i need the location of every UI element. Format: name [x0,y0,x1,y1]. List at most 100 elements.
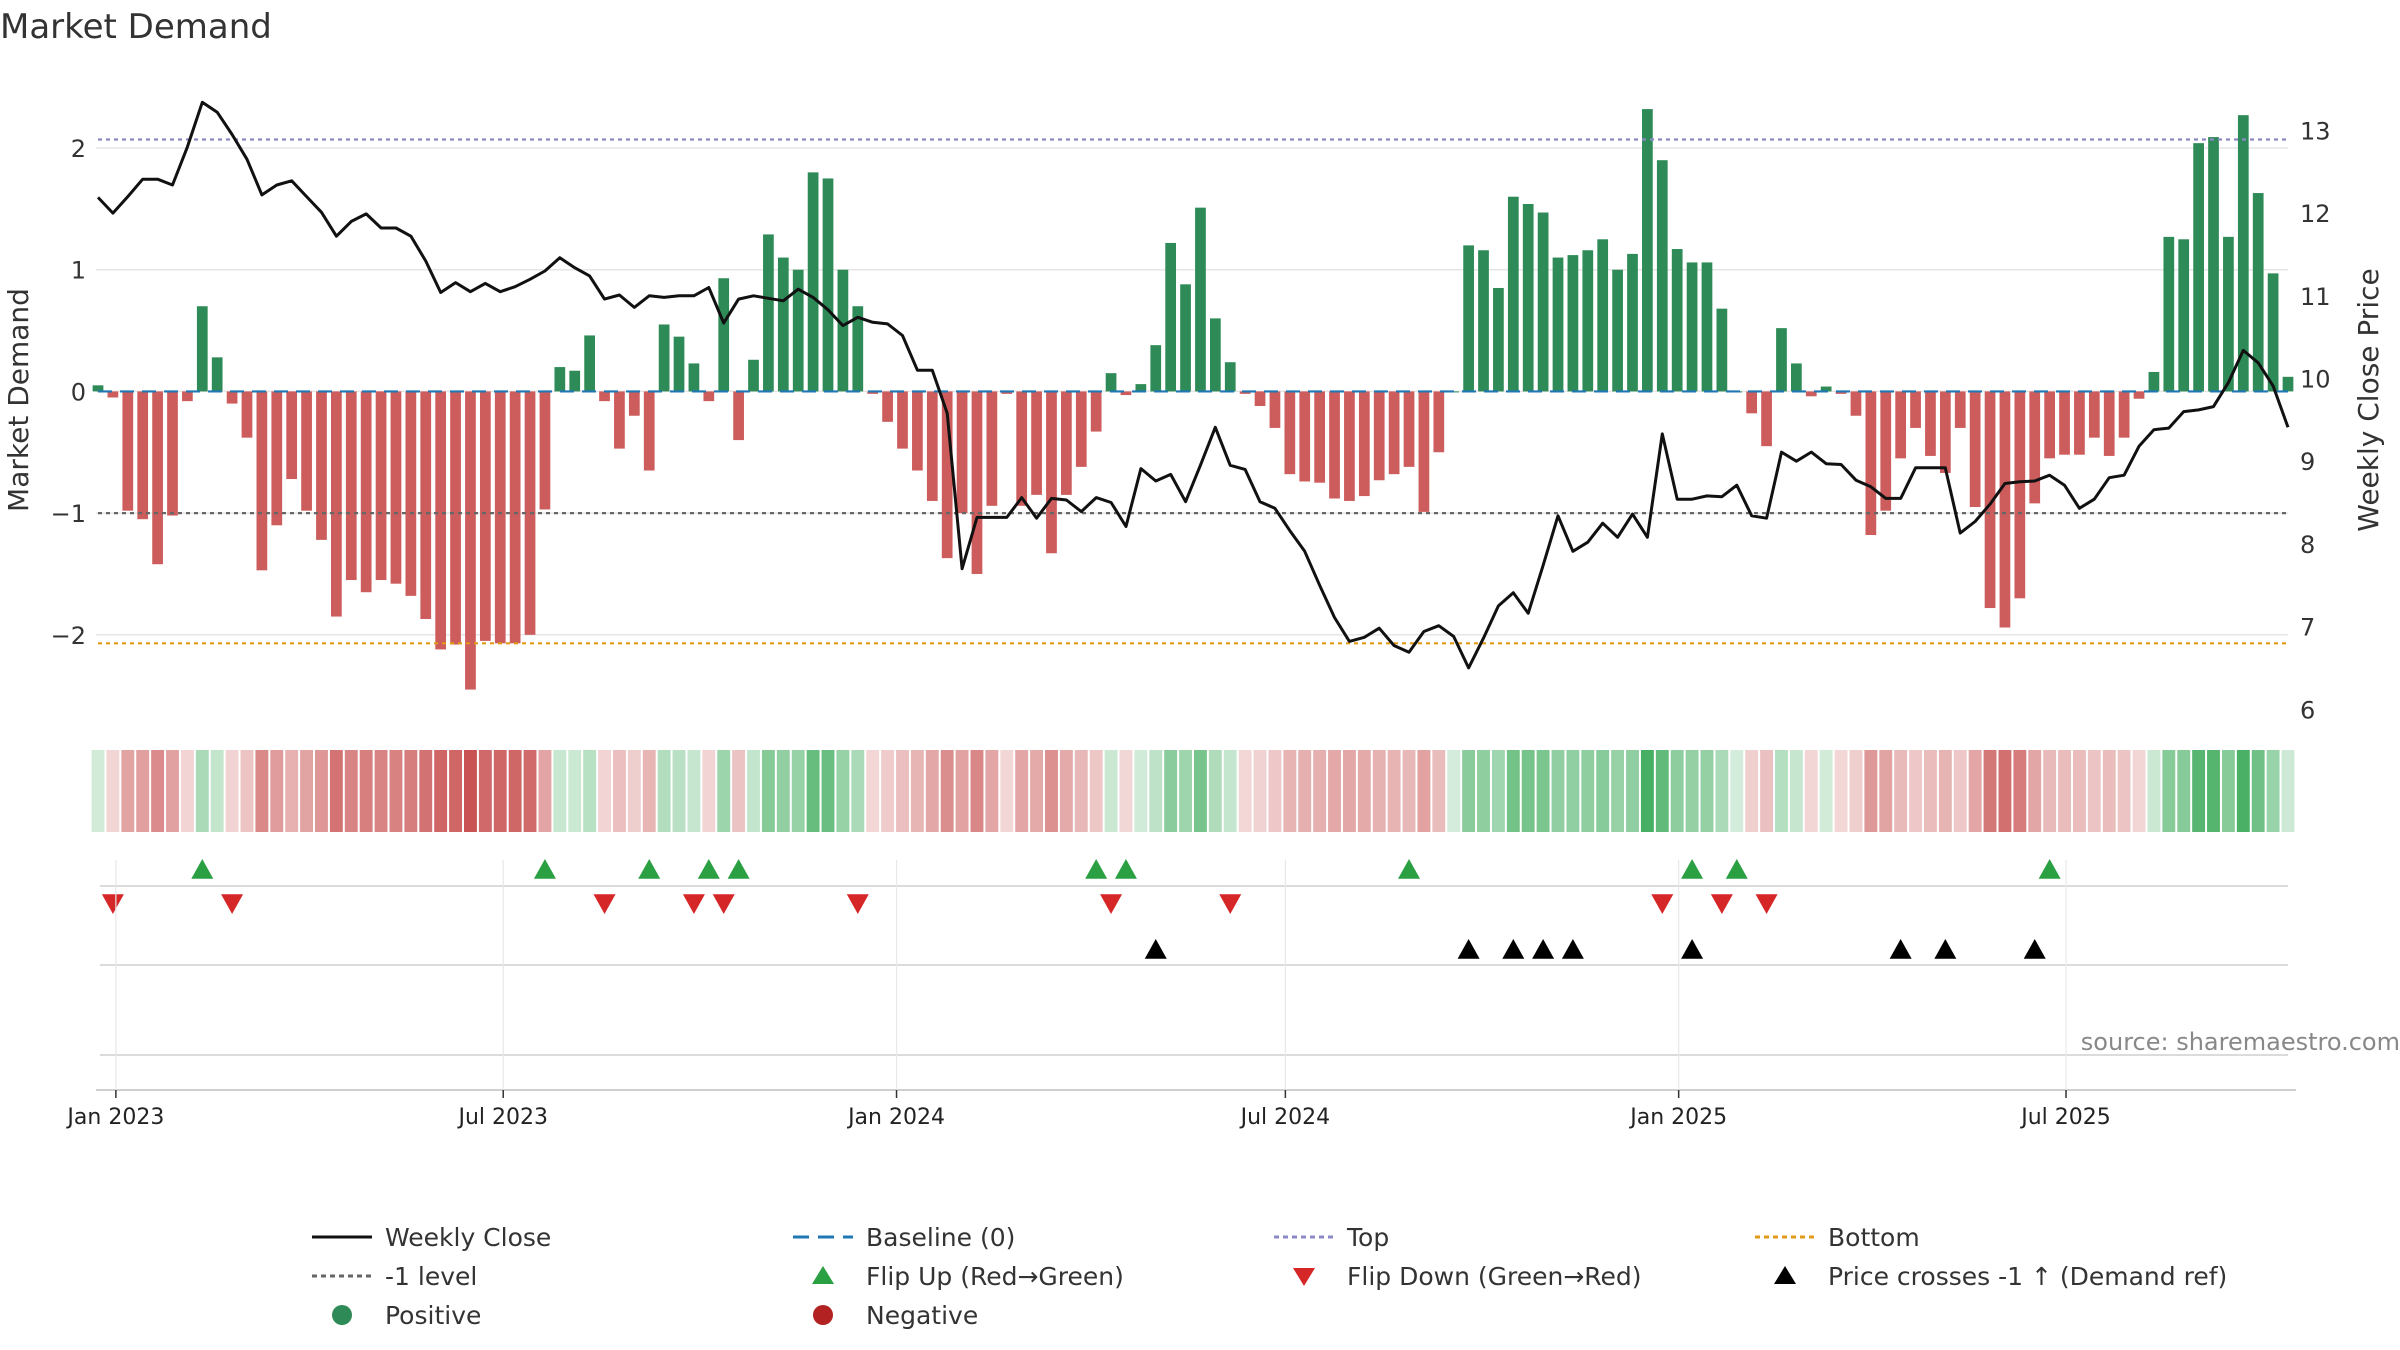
heat-cell [1983,750,1997,832]
legend-label: Flip Down (Green→Red) [1347,1262,1642,1291]
demand-bar [867,391,879,394]
heat-cell [881,750,895,832]
legend-swatch [1774,1266,1796,1284]
demand-bar [1403,391,1415,467]
heat-cell [940,750,954,832]
demand-bar [182,391,193,402]
demand-bar [1358,391,1370,497]
heat-cell [1208,750,1222,832]
heat-cell [1372,750,1386,832]
right-tick-label: 11 [2300,283,2331,311]
heat-cell [1194,750,1207,832]
right-tick-label: 10 [2300,365,2331,393]
heat-cell [1715,750,1729,832]
demand-bar [673,336,685,392]
price-cross-marker [1502,939,1525,959]
heat-cell [2147,750,2161,832]
demand-bar [1791,363,1802,392]
legend-label: Top [1346,1223,1389,1252]
demand-bar [1254,391,1266,407]
demand-bar [286,391,298,480]
demand-bar [1642,109,1653,392]
flip-up-marker [1114,859,1137,879]
left-axis-label: Market Demand [2,288,35,512]
demand-bar [718,278,730,392]
heat-cell [1357,750,1371,832]
demand-bar [1180,284,1191,392]
demand-bars [92,109,2294,690]
heat-cell [1074,750,1088,832]
heat-cell [866,750,880,832]
x-tick-label: Jan 2025 [1628,1105,1727,1130]
heat-cell [2043,750,2057,832]
demand-bar [1269,391,1281,428]
legend-swatch [1293,1268,1315,1286]
heat-cell [1745,750,1759,832]
demand-bar [107,391,119,398]
legend-swatch [813,1305,833,1325]
price-cross-marker [1681,939,1704,959]
heat-cell [2207,750,2220,832]
heat-cell [285,750,299,832]
heat-cell [1223,750,1237,832]
heat-cell [1953,750,1967,832]
heat-cell [2058,750,2071,832]
demand-bar [2163,236,2175,392]
demand-bar [1850,391,1862,416]
heat-cell [2192,750,2206,832]
demand-bar [822,178,834,392]
heat-cell [732,750,746,832]
demand-bar [2029,391,2041,504]
heat-cell [1477,750,1490,832]
demand-bar [614,391,625,449]
flip-down-marker [682,894,705,914]
flip-down-marker [1710,894,1733,914]
demand-bar [1686,262,1698,392]
source-label: source: sharemaestro.com [2081,1028,2400,1056]
demand-bar [360,391,372,593]
heat-cell [315,750,328,832]
heat-cell [1000,750,1014,832]
price-cross-marker [1532,939,1555,959]
weekly-close-line [96,100,2290,670]
heat-cell [2117,750,2131,832]
heat-cell [1924,750,1937,832]
heat-cell [106,750,120,832]
demand-bar [211,357,223,392]
heat-cell [449,750,462,832]
demand-bar [137,391,149,520]
heat-cell [1015,750,1029,832]
demand-bar [628,391,640,416]
demand-bar [1552,257,1564,392]
demand-bar [1299,391,1311,482]
flip-down-marker [593,894,616,914]
demand-bar [569,370,581,392]
flip-down-marker [846,894,869,914]
flip-up-marker [727,859,750,879]
heat-cell [1059,750,1073,832]
demand-bar [897,391,908,449]
heat-cell [1313,750,1327,832]
demand-bar [1612,269,1623,392]
demand-bar [1239,391,1251,394]
heat-cell [985,750,999,832]
demand-bar [2059,391,2070,455]
legend-item: Price crosses -1 ↑ (Demand ref) [1774,1262,2227,1291]
heat-cell [1864,750,1878,832]
demand-bar [2178,239,2190,392]
heat-cell [1760,750,1774,832]
heat-cell [1089,750,1103,832]
x-tick-label: Jul 2023 [456,1105,548,1130]
heat-cell [627,750,641,832]
heat-cell [2221,750,2235,832]
demand-bar [1671,249,1683,392]
heat-cell [1938,750,1952,832]
legend: Weekly Close Baseline (0) Top Bottom -1 leve… [312,1223,2227,1330]
demand-bar [2282,376,2294,392]
demand-bar [554,367,566,392]
demand-bar [926,391,938,501]
heat-cell [717,750,731,832]
heat-cell [970,750,984,832]
flip-down-marker [1219,894,1242,914]
